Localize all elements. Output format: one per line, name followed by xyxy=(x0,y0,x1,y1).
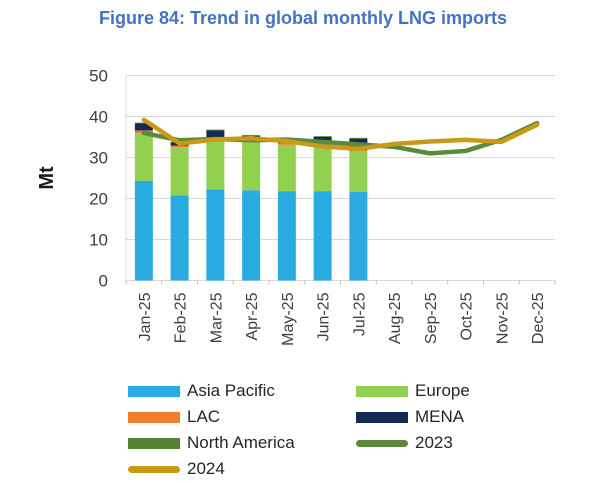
europe-swatch xyxy=(356,385,408,397)
bar-segment-lac xyxy=(277,143,296,145)
bar-segment-mena xyxy=(206,130,225,139)
x-axis-tick-label: Feb-25 xyxy=(173,292,190,343)
lng-imports-chart: 0 10 20 30 40 50 Jan-25 Feb-25 Mar-25 Apr-25 May-2… xyxy=(36,67,556,346)
legend-item-2023: 2023 xyxy=(356,434,453,452)
bar-segment-north_america xyxy=(134,122,153,124)
bar-segment-asia_pacific xyxy=(242,190,261,281)
x-axis-tick-label: Sep-25 xyxy=(423,292,440,344)
legend-item-north-america: North America xyxy=(128,434,295,452)
line-2024-swatch xyxy=(128,465,180,473)
legend-label: Europe xyxy=(415,381,470,400)
y-axis-title: Mt xyxy=(36,166,58,190)
legend-label: North America xyxy=(187,433,295,452)
y-axis-tick-label: 10 xyxy=(89,231,108,250)
bar-segment-asia_pacific xyxy=(277,191,296,281)
bar-segment-north_america xyxy=(313,136,332,137)
bar-segment-asia_pacific xyxy=(313,191,332,281)
line-2023-swatch xyxy=(356,439,408,447)
x-axis-tick-label: Dec-25 xyxy=(530,292,547,344)
y-axis-tick-label: 30 xyxy=(89,149,108,168)
legend-label: 2024 xyxy=(187,459,225,478)
bar-segment-europe xyxy=(170,147,189,196)
x-axis-tick-label: Nov-25 xyxy=(494,292,511,344)
bar-segment-asia_pacific xyxy=(349,191,368,281)
y-axis-tick-label: 50 xyxy=(89,67,108,86)
legend-label: LAC xyxy=(187,407,221,426)
bar-segment-north_america xyxy=(206,129,225,131)
lac-swatch xyxy=(128,411,180,423)
bar-segment-europe xyxy=(277,144,296,192)
bar-segment-lac xyxy=(170,145,189,148)
legend-item-europe: Europe xyxy=(356,382,470,400)
legend-label: MENA xyxy=(415,407,465,426)
y-axis-tick-label: 40 xyxy=(89,108,108,127)
bar-segment-north_america xyxy=(349,137,368,139)
legend-item-lac: LAC xyxy=(128,408,220,426)
figure-title: Figure 84: Trend in global monthly LNG i… xyxy=(98,8,508,28)
legend-item-2024: 2024 xyxy=(128,460,225,478)
bar-segment-europe xyxy=(242,141,261,191)
line-series-2024 xyxy=(141,117,540,152)
x-axis-tick-label: Apr-25 xyxy=(244,292,261,340)
y-axis-tick-label: 0 xyxy=(99,272,108,291)
y-axis-tick-label: 20 xyxy=(89,190,108,209)
bar-segment-asia_pacific xyxy=(206,189,225,281)
legend-label: 2023 xyxy=(415,433,453,452)
bar-segment-asia_pacific xyxy=(170,195,189,281)
x-axis-tick-label: Mar-25 xyxy=(208,292,225,343)
bar-segment-europe xyxy=(134,133,153,181)
asia-pacific-swatch xyxy=(128,385,180,397)
x-axis-tick-label: Oct-25 xyxy=(459,292,476,340)
north-america-swatch xyxy=(128,437,180,449)
bar-segment-mena xyxy=(134,123,153,131)
x-axis-tick-label: Jan-25 xyxy=(137,292,154,341)
x-axis-tick-label: Aug-25 xyxy=(387,292,404,344)
x-axis-tick-label: Jul-25 xyxy=(351,292,368,336)
legend-label: Asia Pacific xyxy=(187,381,275,400)
bar-segment-asia_pacific xyxy=(134,180,153,281)
x-axis-tick-label: May-25 xyxy=(280,292,297,345)
bar-segment-north_america xyxy=(242,134,261,136)
legend-item-asia-pacific: Asia Pacific xyxy=(128,382,275,400)
bar-segment-europe xyxy=(349,151,368,192)
legend-item-mena: MENA xyxy=(356,408,464,426)
bar-segment-europe xyxy=(206,140,225,190)
x-axis-tick-label: Jun-25 xyxy=(316,292,333,341)
mena-swatch xyxy=(356,411,408,423)
bar-segment-europe xyxy=(313,146,332,192)
